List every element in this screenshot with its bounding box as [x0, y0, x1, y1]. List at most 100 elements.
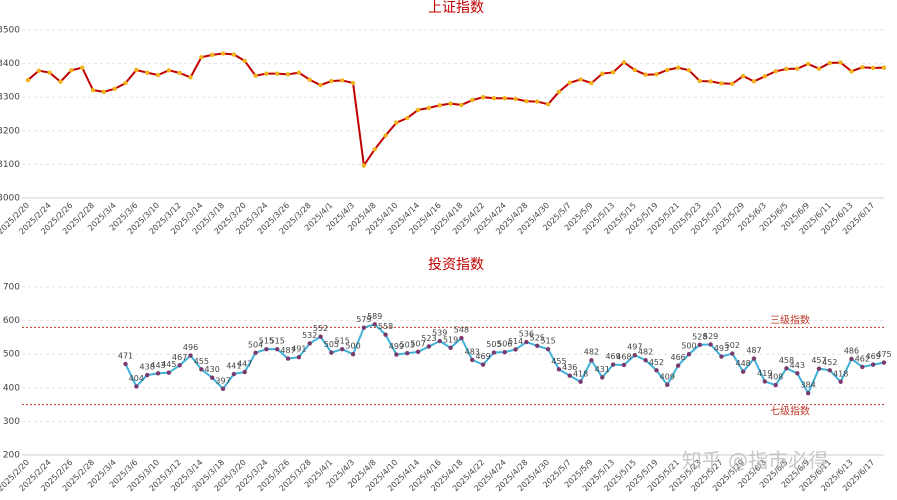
data-point [459, 335, 464, 341]
data-point [491, 350, 497, 355]
data-label: 523 [421, 334, 436, 343]
data-point [480, 362, 486, 367]
data-point [166, 68, 172, 73]
data-point [426, 344, 432, 349]
data-point [632, 67, 637, 73]
data-label: 418 [573, 369, 588, 378]
data-label: 469 [866, 352, 881, 361]
data-point [654, 72, 659, 77]
data-point [502, 96, 507, 101]
data-point [231, 371, 237, 377]
data-label: 482 [584, 348, 599, 357]
data-point [210, 52, 215, 58]
data-label: 506 [497, 340, 512, 349]
data-point [621, 60, 627, 65]
data-point [589, 80, 594, 86]
data-point [177, 363, 182, 368]
data-point [144, 70, 150, 75]
data-point [275, 346, 280, 352]
data-label: 505 [486, 340, 501, 349]
data-point [123, 80, 128, 86]
data-label: 539 [432, 329, 447, 338]
data-point [383, 133, 388, 138]
data-point [361, 163, 367, 168]
data-point [762, 379, 768, 384]
data-label: 497 [627, 343, 642, 352]
data-label: 408 [768, 373, 783, 382]
data-point [665, 67, 670, 73]
data-point [372, 147, 377, 152]
data-label: 548 [454, 326, 469, 335]
data-point [36, 68, 42, 73]
data-point [860, 65, 865, 70]
data-label: 514 [508, 337, 523, 346]
data-point [480, 95, 486, 100]
data-point [860, 364, 865, 370]
data-point [296, 355, 302, 360]
data-label: 384 [801, 381, 816, 390]
data-point [437, 338, 442, 344]
data-label: 589 [367, 312, 382, 321]
data-point [340, 78, 345, 83]
data-label: 452 [822, 358, 837, 367]
data-label: 483 [465, 347, 480, 356]
data-point [600, 375, 605, 380]
data-label: 487 [746, 346, 761, 355]
data-point [556, 367, 562, 372]
data-point [740, 73, 746, 79]
data-point [394, 120, 399, 125]
data-label: 502 [725, 341, 740, 350]
data-label: 515 [259, 337, 274, 346]
data-point [567, 373, 572, 378]
data-point [686, 352, 692, 357]
data-point [177, 70, 182, 76]
data-point [870, 65, 876, 71]
data-point [708, 79, 713, 84]
y-tick-label: 500 [3, 350, 20, 360]
chart-title: 上证指数 [428, 0, 484, 16]
data-point [589, 358, 594, 363]
data-point [166, 370, 172, 375]
data-point [329, 78, 334, 84]
data-point [134, 67, 139, 73]
data-label: 430 [205, 365, 220, 374]
data-point [253, 350, 258, 356]
data-point [285, 356, 291, 361]
data-point [513, 347, 518, 352]
data-point [340, 346, 345, 352]
data-point [502, 349, 507, 355]
data-point [654, 368, 659, 373]
data-point [675, 65, 681, 70]
data-point [762, 74, 768, 79]
data-point [816, 366, 822, 371]
data-point [275, 71, 280, 76]
data-point [881, 360, 887, 365]
chart-title: 投资指数 [428, 257, 484, 273]
data-label: 515 [270, 337, 285, 346]
watermark: 知乎 @指市必得 [682, 449, 828, 473]
data-label: 469 [605, 352, 620, 361]
y-tick-label: 3000 [0, 194, 20, 204]
y-tick-label: 200 [3, 451, 20, 461]
data-point [524, 339, 529, 345]
data-point [784, 66, 789, 72]
data-point [697, 342, 702, 347]
data-point [361, 325, 367, 330]
data-point [199, 367, 204, 372]
data-point [849, 69, 854, 74]
data-point [47, 70, 52, 75]
data-point [405, 115, 410, 121]
data-point [545, 102, 551, 107]
data-label: 455 [551, 357, 566, 366]
data-point [838, 379, 843, 384]
data-point [470, 357, 475, 363]
data-label: 491 [291, 345, 306, 354]
data-point [665, 382, 670, 387]
data-label: 404 [129, 374, 144, 383]
data-label: 507 [410, 339, 425, 348]
y-tick-label: 3500 [0, 26, 20, 36]
data-label: 529 [703, 332, 718, 341]
data-label: 447 [237, 360, 252, 369]
data-point [394, 352, 399, 357]
data-point [210, 375, 215, 380]
